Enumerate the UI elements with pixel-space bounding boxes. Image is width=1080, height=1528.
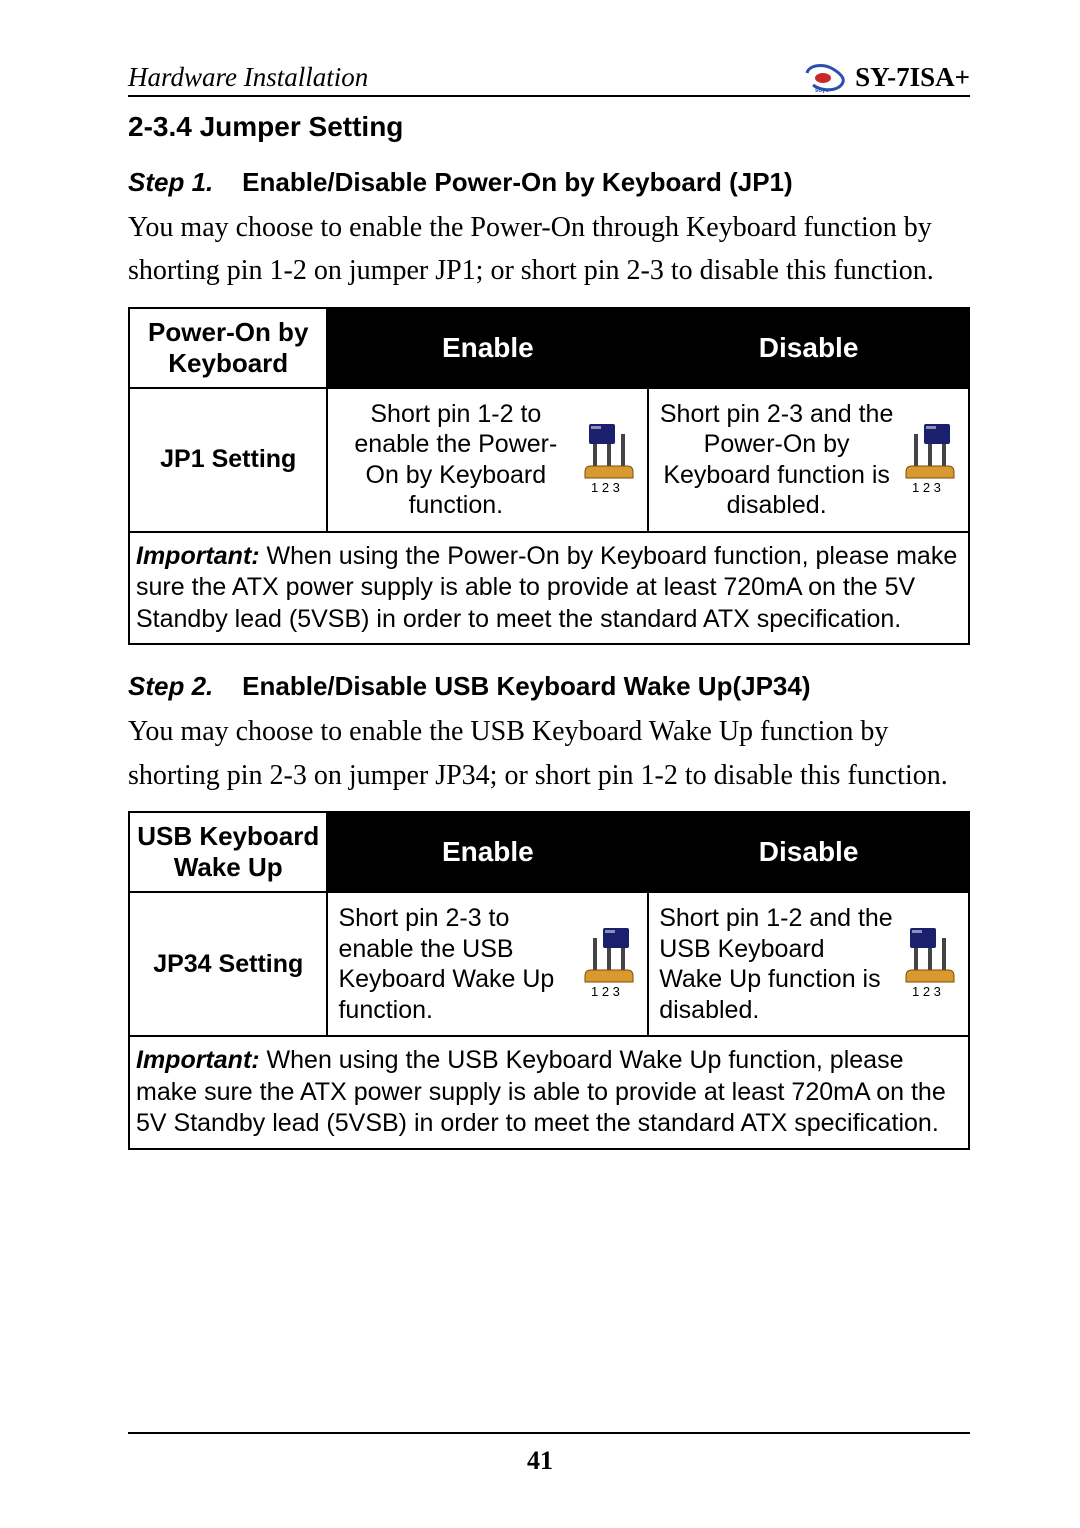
step1-body: You may choose to enable the Power-On th… (128, 206, 970, 293)
pin-label: 1 2 3 (591, 480, 620, 495)
step2-label: Step 2. (128, 671, 213, 701)
t2-h1: USB Keyboard Wake Up (129, 812, 327, 892)
t1-important-text: When using the Power-On by Keyboard func… (136, 542, 957, 633)
t2-h2: Enable (327, 812, 648, 892)
t2-rowlabel: JP34 Setting (129, 892, 327, 1036)
t2-enable-text: Short pin 2-3 to enable the USB Keyboard… (338, 903, 573, 1025)
footer-rule (128, 1432, 970, 1434)
pin-label: 1 2 3 (912, 480, 941, 495)
svg-text:soyo: soyo (815, 88, 829, 93)
t1-enable-cell: Short pin 1-2 to enable the Power-On by … (327, 388, 648, 532)
step2-title: Enable/Disable USB Keyboard Wake Up(JP34… (242, 671, 810, 701)
jumper-pin12-icon: 1 2 3 (902, 926, 958, 1002)
t1-h2: Enable (327, 308, 648, 388)
t2-h3: Disable (648, 812, 969, 892)
section-title: 2-3.4 Jumper Setting (128, 111, 970, 143)
t2-disable-text: Short pin 1-2 and the USB Keyboard Wake … (659, 903, 894, 1025)
table-jp1: Power-On by Keyboard Enable Disable JP1 … (128, 307, 970, 646)
step1-heading: Step 1. Enable/Disable Power-On by Keybo… (128, 167, 970, 198)
pin-label: 1 2 3 (912, 984, 941, 999)
header-right: soyo SY-7ISA+ (803, 62, 970, 93)
t1-h1: Power-On by Keyboard (129, 308, 327, 388)
jumper-pin12-icon: 1 2 3 (581, 422, 637, 498)
page-header: Hardware Installation soyo SY-7ISA+ (128, 62, 970, 97)
t1-disable-cell: Short pin 2-3 and the Power-On by Keyboa… (648, 388, 969, 532)
t1-disable-text: Short pin 2-3 and the Power-On by Keyboa… (659, 399, 894, 521)
t1-important: Important: When using the Power-On by Ke… (129, 532, 969, 645)
t2-enable-cell: Short pin 2-3 to enable the USB Keyboard… (327, 892, 648, 1036)
header-model: SY-7ISA+ (855, 62, 970, 93)
soyo-logo-icon: soyo (803, 63, 849, 93)
t1-rowlabel: JP1 Setting (129, 388, 327, 532)
step2-body: You may choose to enable the USB Keyboar… (128, 710, 970, 797)
t2-disable-cell: Short pin 1-2 and the USB Keyboard Wake … (648, 892, 969, 1036)
step1-title: Enable/Disable Power-On by Keyboard (JP1… (242, 167, 792, 197)
header-left: Hardware Installation (128, 62, 368, 93)
t1-h3: Disable (648, 308, 969, 388)
t1-enable-text: Short pin 1-2 to enable the Power-On by … (338, 399, 573, 521)
jumper-pin23-icon: 1 2 3 (902, 422, 958, 498)
pin-label: 1 2 3 (591, 984, 620, 999)
t2-important-label: Important: (136, 1046, 260, 1074)
jumper-pin23-icon: 1 2 3 (581, 926, 637, 1002)
table-jp34: USB Keyboard Wake Up Enable Disable JP34… (128, 811, 970, 1150)
t1-important-label: Important: (136, 542, 260, 570)
t2-important: Important: When using the USB Keyboard W… (129, 1036, 969, 1149)
step1-label: Step 1. (128, 167, 213, 197)
step2-heading: Step 2. Enable/Disable USB Keyboard Wake… (128, 671, 970, 702)
page-number: 41 (0, 1446, 1080, 1476)
